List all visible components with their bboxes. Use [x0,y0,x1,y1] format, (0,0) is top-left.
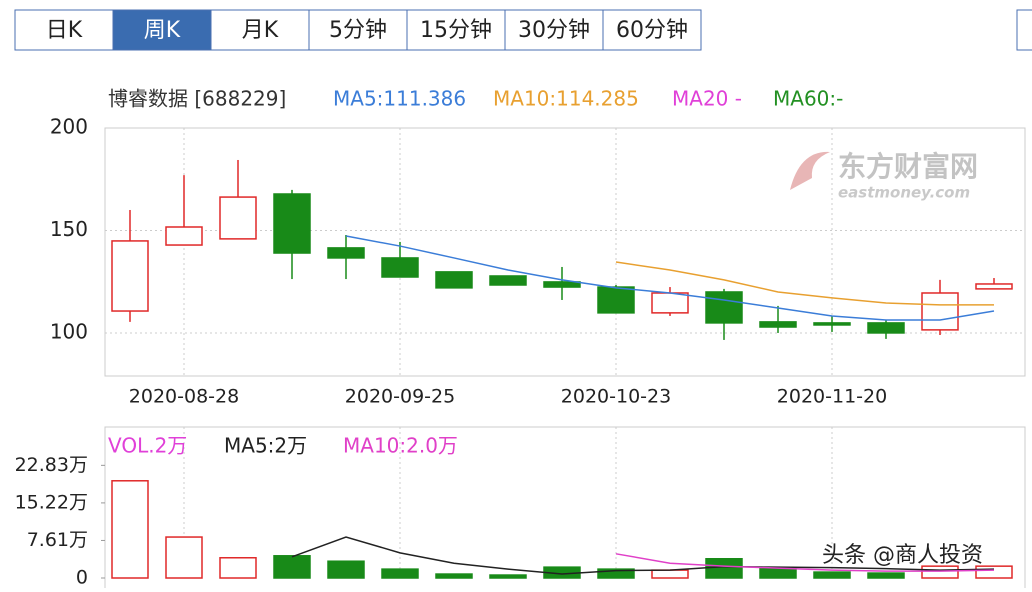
plot-frame [104,426,1026,592]
volume-bar [111,480,149,579]
watermark-brand: 东方财富网 [838,150,978,183]
candle-body [867,322,905,334]
volume-bar [381,568,419,579]
y-tick-label: 100 [50,319,88,343]
tab-label[interactable]: 30分钟 [518,18,590,43]
candle-body [327,247,365,259]
y-tick-label: 22.83万 [15,454,88,476]
volume-bar [273,555,311,579]
candle-body [435,271,473,289]
legend-entry: MA60:- [773,87,843,111]
candle-body [921,292,959,331]
candle-body [759,321,797,328]
legend-entry: MA10:2.0万 [343,434,458,458]
y-tick-label: 7.61万 [27,529,88,551]
tab[interactable] [210,9,310,51]
volume-bar [435,573,473,579]
y-tick-label: 150 [50,217,88,241]
volume-bar [759,567,797,579]
volume-bar [813,571,851,579]
credit: 头条 @商人投资 [822,543,983,568]
volume-ma-line [291,536,995,575]
candle-body [489,275,527,286]
candle-body [219,196,257,240]
y-tick-label: 15.22万 [15,491,88,513]
volume-bar [327,560,365,579]
tab-label[interactable]: 15分钟 [420,18,492,43]
volume-bar [489,574,527,579]
volume-bar [705,558,743,579]
candle-body [165,226,203,246]
tab-label[interactable]: 5分钟 [329,18,387,43]
watermark: 东方财富网 eastmoney.com [790,150,978,202]
candle-body [543,281,581,288]
tab-label[interactable]: 月K [242,18,279,43]
tab-label[interactable]: 周K [144,18,181,43]
x-tick-label: 2020-09-25 [345,386,455,408]
legend-entry: MA10:114.285 [493,87,639,111]
chart-title: 博睿数据 [688229] [108,87,286,111]
ma-line [345,235,995,321]
candle-body [273,193,311,254]
volume-bar [651,569,689,579]
candle-body [813,322,851,326]
legend-entry: MA20 - [672,87,742,111]
tab[interactable] [112,9,212,51]
legend-entry: VOL.2万 [108,434,187,458]
x-tick-label: 2020-10-23 [561,386,671,408]
volume-ma-line [615,553,995,572]
candle-body [705,291,743,324]
y-tick-label: 200 [50,115,88,139]
watermark-logo [790,151,830,190]
plot-layer: 日K 周K 月K 5分钟 15分钟 30分钟 60分钟 100 150 200 2020-08-28… [14,9,1026,592]
volume-bar [975,565,1013,579]
candle-body [597,286,635,314]
volume-bar [165,536,203,579]
x-tick-label: 2020-08-28 [129,386,239,408]
x-tick-label: 2020-11-20 [777,386,887,408]
y-tick-label: 0 [76,567,88,589]
volume-bar [921,565,959,579]
tab[interactable] [602,9,702,51]
volume-bar [867,572,905,579]
legend-entry: MA5:111.386 [333,87,466,111]
candle-body [381,257,419,278]
legend-entry: MA5:2万 [224,434,307,458]
candle-body [975,283,1013,290]
watermark-site: eastmoney.com [838,184,970,202]
volume-bar [219,557,257,579]
tab-label[interactable]: 日K [46,18,83,43]
tab[interactable] [406,9,506,51]
tab[interactable] [504,9,604,51]
candle-body [651,292,689,314]
tab-label[interactable]: 60分钟 [616,18,688,43]
ma-line [615,261,994,306]
volume-bar [597,568,635,579]
candle-body [111,240,149,312]
tab-edge [1016,9,1032,51]
tab[interactable] [14,9,114,51]
